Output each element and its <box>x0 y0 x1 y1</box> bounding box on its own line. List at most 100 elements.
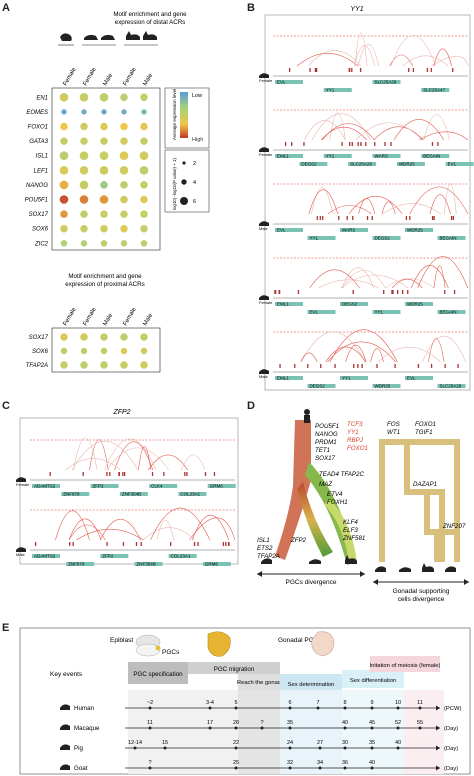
animal-icons-distal <box>60 31 157 41</box>
proximal-title-1: Motif enrichment and gene <box>68 273 142 280</box>
distal-dot <box>119 151 129 160</box>
stage-label-sexdiff: Sex differentiation <box>350 678 396 684</box>
b-gene-box <box>275 302 303 306</box>
c-track-sex: Male <box>16 552 25 557</box>
b-gene-box <box>445 162 474 166</box>
b-gene-box <box>323 154 352 158</box>
label-gonadal-pgcs: Gonadal PGCs <box>278 637 322 644</box>
c-peak <box>204 472 207 476</box>
timeline-mark: 24 <box>287 740 293 746</box>
c-loop-arc <box>99 519 141 541</box>
b-loop-arc <box>385 278 435 289</box>
b-gene-box <box>307 384 336 388</box>
b-loop-arc <box>327 205 372 215</box>
b-loop-arc <box>303 120 346 141</box>
b-gene-name: DEGS2 <box>375 236 391 241</box>
timeline-point <box>288 766 292 770</box>
expression-colorbar <box>180 92 188 138</box>
distal-dot <box>79 93 89 102</box>
c-peak <box>170 542 172 546</box>
b-loop-arc <box>390 35 436 67</box>
c-loop-arc <box>148 454 188 471</box>
b-peak <box>376 364 378 368</box>
distal-dot <box>100 224 108 233</box>
species-icon-e <box>60 764 70 770</box>
distal-gene-label: EOMES <box>26 110 48 116</box>
panel-e-timeline: Epiblast PGCs Gonadal PGCs Key events PG… <box>19 627 471 775</box>
stage-label-meiosis: Initation of meiosis (female) <box>370 663 441 669</box>
b-gene-name: WARS <box>375 154 388 159</box>
column-label: Female <box>63 66 79 87</box>
species-name: Goat <box>74 765 88 772</box>
b-loop-arc <box>300 331 366 363</box>
tf-foxo1: FOXO1 <box>415 421 436 428</box>
b-peak <box>315 68 318 72</box>
size-6: 6 <box>193 199 196 205</box>
distal-dot <box>80 122 88 131</box>
b-peak <box>351 68 353 72</box>
b-gene-box <box>275 376 303 380</box>
timeline-mark: 27 <box>317 740 323 746</box>
b-gene-box <box>275 154 303 158</box>
distal-dot <box>60 122 68 131</box>
b-gene-box <box>372 236 401 240</box>
c-peak <box>140 542 142 546</box>
b-peak <box>275 290 277 294</box>
distal-dot <box>120 93 128 102</box>
proximal-dot <box>60 333 68 341</box>
tf-yy1: YY1 <box>347 429 359 436</box>
timeline-mark: 45 <box>369 720 375 726</box>
panel-c-zfp2-tracks: ZFP2 ADAMTS2 ZNF879 ZFP2 ZNF354B CLK4 COL23A1… <box>16 409 239 567</box>
distal-gene-label: FOXO1 <box>28 125 48 131</box>
tf-pou5f1: POU5F1 <box>315 423 339 430</box>
tf-tet1: TET1 <box>315 447 330 454</box>
b-gene-name: EVL <box>448 162 457 167</box>
timeline-point <box>133 746 137 750</box>
b-gene-name: EVL <box>407 376 416 381</box>
distal-dot <box>140 195 148 204</box>
stage-label-sexdet: Sex determination <box>288 682 335 688</box>
b-gene-box <box>372 384 401 388</box>
timeline-point <box>370 726 374 730</box>
distal-dot <box>80 210 88 218</box>
tf-rbpj: RBPJ <box>347 437 364 444</box>
timeline-point <box>343 706 347 710</box>
tf-foxo1-red: FOXO1 <box>347 445 368 452</box>
b-gene-box <box>396 162 425 166</box>
c-track-sex: Female <box>16 482 30 487</box>
b-gene-box <box>437 384 466 388</box>
proximal-dot <box>100 333 108 341</box>
tf-isl1: ISL1 <box>257 537 270 544</box>
c-gene-name: GRM6 <box>205 562 218 567</box>
b-loop-arc <box>348 196 403 215</box>
timeline-mark: 34 <box>317 760 323 766</box>
species-icon-e <box>60 724 70 730</box>
panel-b-yy1-tracks: YY1 EVL YY1 SLC25A29 SLC25A47 Female EML1 DEGS… <box>259 6 474 391</box>
distal-dot <box>140 181 148 189</box>
b-peak <box>394 364 396 368</box>
b-gene-box <box>340 228 368 232</box>
distal-dot <box>120 210 128 218</box>
b-peak <box>361 364 363 368</box>
distal-dot <box>79 195 89 204</box>
b-peak <box>284 142 287 146</box>
species-name: Pig <box>74 745 84 752</box>
b-peak <box>444 364 446 368</box>
stage-pgc-specification <box>128 662 188 684</box>
b-loop-arc <box>419 131 469 141</box>
timeline-mark: 6 <box>288 700 291 706</box>
b-peak <box>365 142 367 146</box>
b-gene-name: YY1 <box>326 88 335 93</box>
distal-dot <box>59 151 69 160</box>
b-peak <box>279 364 281 368</box>
b-gene-box <box>372 310 401 314</box>
timeline-point <box>370 746 374 750</box>
timeline-point <box>148 706 152 710</box>
b-gene-name: YY1 <box>326 154 335 159</box>
timeline-unit: (Day) <box>444 766 458 772</box>
c-peak <box>197 542 199 546</box>
distal-dot <box>79 151 89 160</box>
b-peak <box>366 216 369 220</box>
proximal-dot <box>80 361 88 369</box>
distal-dot <box>79 166 89 175</box>
